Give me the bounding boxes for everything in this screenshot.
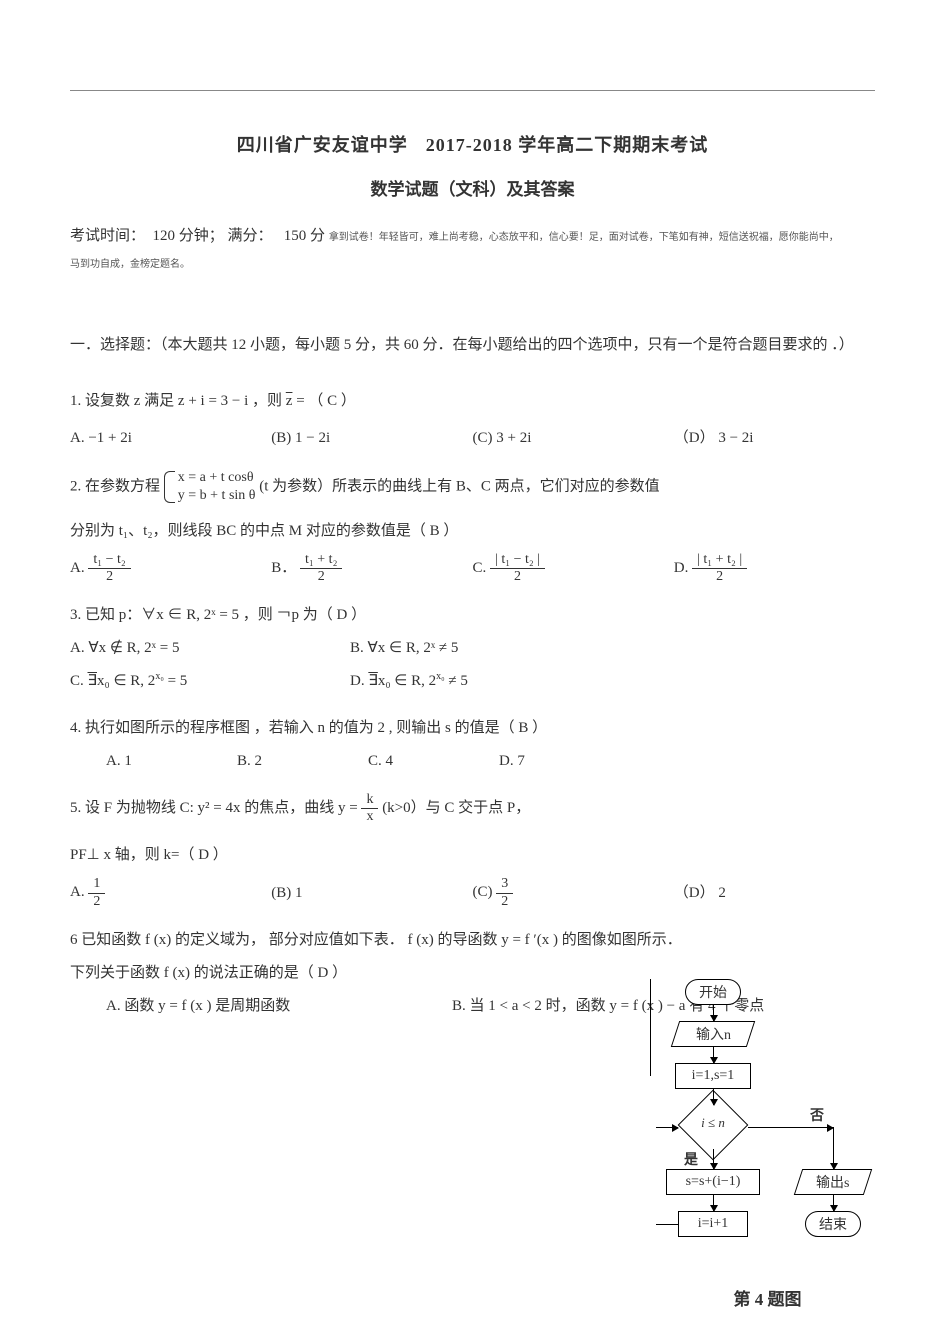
figure-caption: 第 4 题图 xyxy=(650,1285,885,1310)
question-1: 1. 设复数 z 满足 z + i = 3 − i ，则 z = （ C ） A… xyxy=(70,385,875,455)
q4-opt-d: D. 7 xyxy=(499,745,630,778)
question-4: 4. 执行如图所示的程序框图 ，若输入 n 的值为 2 , 则输出 s 的值是（… xyxy=(70,712,630,778)
title-line-2: 数学试题（文科）及其答案 xyxy=(70,175,875,200)
q5-opt-a: A. 12 xyxy=(70,876,271,909)
flowchart-arrow xyxy=(713,1195,714,1211)
q2-opt-d: D. | t₁ + t₂ |2 xyxy=(674,552,875,585)
q3-opt-a: A. ∀x ∉ R, 2ˣ = 5 xyxy=(70,632,350,665)
flowchart-no-label: 否 xyxy=(810,1105,824,1125)
flowchart-arrow xyxy=(713,1005,714,1021)
q1-opt-a: A. −1 + 2i xyxy=(70,422,271,455)
question-3: 3. 已知 p：∀x ∈ R, 2ˣ = 5 ，则 ￢p 为（ D ） A. ∀… xyxy=(70,599,630,698)
flowchart-decision: i ≤ n xyxy=(678,1105,748,1145)
param-system: x = a + t cosθ y = b + t sin θ xyxy=(164,469,256,505)
flowchart-arrow xyxy=(833,1195,834,1211)
flowchart-arrow xyxy=(748,1127,833,1128)
flowchart-node: s=s+(i−1) xyxy=(666,1169,760,1195)
q1-opt-c: (C) 3 + 2i xyxy=(473,422,674,455)
q2-opt-a: A. t₁ − t₂2 xyxy=(70,552,271,585)
exam-note-2: 马到功自成，金榜定题名。 xyxy=(70,259,190,270)
q3-opt-b: B. ∀x ∈ R, 2ˣ ≠ 5 xyxy=(350,632,630,665)
q4-opt-a: A. 1 xyxy=(106,745,237,778)
school-name: 四川省广安友谊中学 xyxy=(237,135,408,155)
flowchart-arrow xyxy=(650,979,651,1076)
exam-time: 考试时间： 120 分钟； 满分： 150 分 xyxy=(70,228,329,244)
q2-opt-c: C. | t₁ − t₂ |2 xyxy=(473,552,674,585)
flowchart-arrow xyxy=(713,1089,714,1105)
flowchart-node: 输入n xyxy=(671,1021,755,1047)
flowchart-node: i=1,s=1 xyxy=(675,1063,751,1089)
flowchart-arrow xyxy=(656,1224,678,1225)
flowchart-arrow xyxy=(713,1047,714,1063)
q4-opt-c: C. 4 xyxy=(368,745,499,778)
q6-opt-a: A. 函数 y = f (x ) 是周期函数 xyxy=(106,990,452,1023)
q5-opt-b: (B) 1 xyxy=(271,877,472,910)
question-5: 5. 设 F 为抛物线 C: y² = 4x 的焦点，曲线 y = kx (k>… xyxy=(70,792,630,825)
figure-q4-flowchart: 开始输入n i=1,s=1 i ≤ n s=s+(i−1) i=i+1 输出s 结束 是 否 第… xyxy=(650,979,885,1310)
title-line-1: 四川省广安友谊中学 2017-2018 学年高二下期期末考试 xyxy=(70,131,875,157)
flowchart-arrow xyxy=(713,1149,714,1169)
q3-opt-c: C. ∃x₀ ∈ R, 2x₀ = 5 xyxy=(70,665,350,698)
q2-opt-b: B． t₁ + t₂2 xyxy=(271,552,472,585)
section-1-heading: 一．选择题：（本大题共 12 小题，每小题 5 分，共 60 分．在每小题给出的… xyxy=(70,328,875,363)
flowchart-node: i=i+1 xyxy=(678,1211,748,1237)
exam-info: 考试时间： 120 分钟； 满分： 150 分 拿到试卷！年轻皆可，难上尚考稳，… xyxy=(70,222,875,275)
q3-q5-block: 3. 已知 p：∀x ∈ R, 2ˣ = 5 ，则 ￢p 为（ D ） A. ∀… xyxy=(70,599,875,825)
question-2: 2. 在参数方程 x = a + t cosθ y = b + t sin θ … xyxy=(70,469,875,586)
q5-opt-d: （D） 2 xyxy=(674,877,875,910)
flowchart-arrow xyxy=(833,1127,834,1169)
exam-note: 拿到试卷！年轻皆可，难上尚考稳，心态放平和，信心要！足，面对试卷，下笔如有神，短… xyxy=(329,232,839,243)
top-divider xyxy=(70,90,875,91)
exam-term: 2017-2018 学年高二下期期末考试 xyxy=(426,135,709,155)
q4-opt-b: B. 2 xyxy=(237,745,368,778)
flowchart-arrow xyxy=(656,1127,678,1128)
flowchart-node: 开始 xyxy=(685,979,741,1005)
flowchart-yes-label: 是 xyxy=(684,1149,698,1169)
q3-opt-d: D. ∃x₀ ∈ R, 2x₀ ≠ 5 xyxy=(350,665,630,698)
question-5-cont: PF⊥ x 轴，则 k=（ D ） A. 12 (B) 1 (C) 32 （D）… xyxy=(70,839,875,909)
q1-opt-d: （D） 3 − 2i xyxy=(674,422,875,455)
q1-opt-b: (B) 1 − 2i xyxy=(271,422,472,455)
flowchart-node: 输出s xyxy=(794,1169,872,1195)
q5-opt-c: (C) 32 xyxy=(473,876,674,909)
flowchart-node: 结束 xyxy=(805,1211,861,1237)
